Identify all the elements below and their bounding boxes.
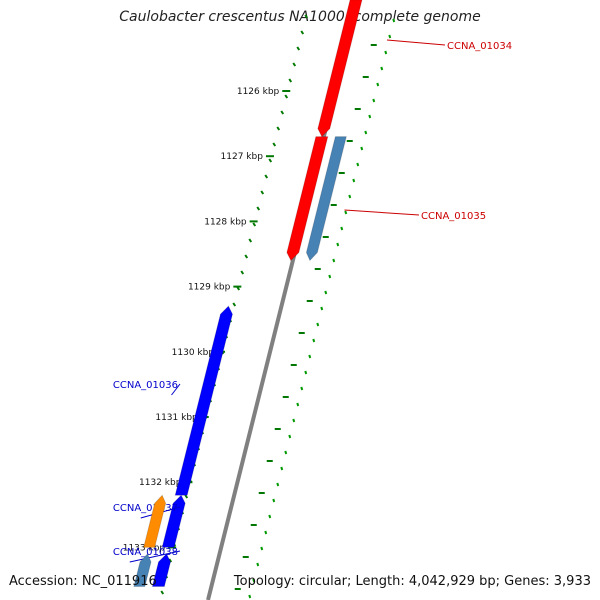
feature-arrow	[286, 136, 329, 262]
feature-arrow	[143, 494, 167, 548]
feature-arrow	[133, 553, 152, 588]
skew-dot-right	[300, 386, 304, 391]
skew-dot-left	[240, 270, 245, 275]
skew-dot-right	[296, 402, 300, 407]
skew-dot-right	[256, 562, 260, 567]
skew-dot-left	[288, 78, 293, 83]
skew-dot-left	[268, 158, 273, 163]
skew-dot-left	[260, 190, 265, 195]
ruler-tick-label: 1126 kbp	[237, 87, 280, 97]
skew-dot-right	[272, 498, 276, 503]
skew-dot-right	[304, 370, 308, 375]
skew-dot-left	[232, 302, 237, 307]
feature-leader	[344, 209, 420, 216]
skew-dot-right	[292, 418, 296, 423]
skew-dot-left	[248, 238, 253, 243]
skew-dot-right	[280, 466, 284, 471]
skew-dot-right	[384, 50, 388, 55]
skew-dot-left	[252, 222, 257, 227]
feature-arrow	[305, 136, 347, 262]
skew-dot-right	[352, 178, 356, 183]
skew-dot-left	[272, 142, 277, 147]
skew-dot-left	[296, 46, 301, 51]
skew-dot-right	[392, 18, 396, 23]
skew-dot-right	[344, 210, 348, 215]
skew-dot-right	[312, 338, 316, 343]
accession-text: Accession: NC_011916	[9, 574, 157, 589]
skew-dot-right	[308, 354, 312, 359]
skew-dot-right	[332, 258, 336, 263]
skew-dot-right	[268, 514, 272, 519]
feature-arrow	[317, 0, 363, 138]
skew-dot-left	[304, 14, 309, 19]
skew-dot-left	[284, 94, 289, 99]
ruler-tick-label: 1127 kbp	[221, 152, 264, 162]
skew-dot-right	[368, 114, 372, 119]
skew-dot-right	[276, 482, 280, 487]
skew-dot-left	[184, 494, 189, 499]
skew-dot-right	[348, 194, 352, 199]
skew-dot-right	[364, 130, 368, 135]
feature-arrow	[161, 494, 186, 548]
skew-dot-left	[280, 110, 285, 115]
skew-dot-right	[284, 450, 288, 455]
skew-dot-right	[356, 162, 360, 167]
ruler-tick-label: 1129 kbp	[188, 283, 231, 293]
feature-leader	[171, 383, 181, 396]
skew-dot-right	[376, 82, 380, 87]
skew-dot-left	[160, 590, 165, 595]
ruler-tick-label: 1132 kbp	[139, 478, 182, 488]
skew-dot-right	[336, 242, 340, 247]
skew-dot-right	[340, 226, 344, 231]
skew-dot-right	[316, 322, 320, 327]
skew-dot-left	[168, 558, 173, 563]
skew-dot-right	[360, 146, 364, 151]
skew-dot-left	[264, 174, 269, 179]
skew-dot-right	[380, 66, 384, 71]
skew-dot-left	[276, 126, 281, 131]
skew-dot-right	[248, 594, 252, 599]
feature-arrow	[174, 305, 233, 496]
skew-dot-right	[328, 274, 332, 279]
ruler-tick-label: 1131 kbp	[155, 413, 198, 423]
feature-label: CCNA_01036	[113, 380, 178, 391]
feature-label: CCNA_01037	[113, 503, 178, 514]
skew-dot-left	[256, 206, 261, 211]
skew-dot-right	[260, 546, 264, 551]
skew-dot-right	[264, 530, 268, 535]
skew-dot-right	[252, 578, 256, 583]
feature-label: CCNA_01035	[421, 211, 486, 222]
feature-label: CCNA_01034	[447, 41, 512, 52]
skew-dot-right	[388, 34, 392, 39]
skew-dot-left	[292, 62, 297, 67]
skew-dot-left	[244, 254, 249, 259]
skew-dot-right	[320, 306, 324, 311]
skew-dot-right	[372, 98, 376, 103]
feature-leader	[386, 39, 446, 46]
ruler-tick-label: 1128 kbp	[204, 217, 247, 227]
skew-dot-left	[300, 30, 305, 35]
skew-dot-right	[288, 434, 292, 439]
skew-dot-right	[324, 290, 328, 295]
map-title: Caulobacter crescentus NA1000, complete …	[119, 9, 481, 25]
genome-summary: Topology: circular; Length: 4,042,929 bp…	[233, 574, 591, 589]
feature-label: CCNA_01038	[113, 547, 178, 558]
ruler-tick-label: 1133 kbp	[123, 543, 166, 553]
feature-leader	[129, 550, 181, 563]
feature-arrow	[151, 553, 172, 588]
ruler-tick-label: 1130 kbp	[172, 348, 215, 358]
